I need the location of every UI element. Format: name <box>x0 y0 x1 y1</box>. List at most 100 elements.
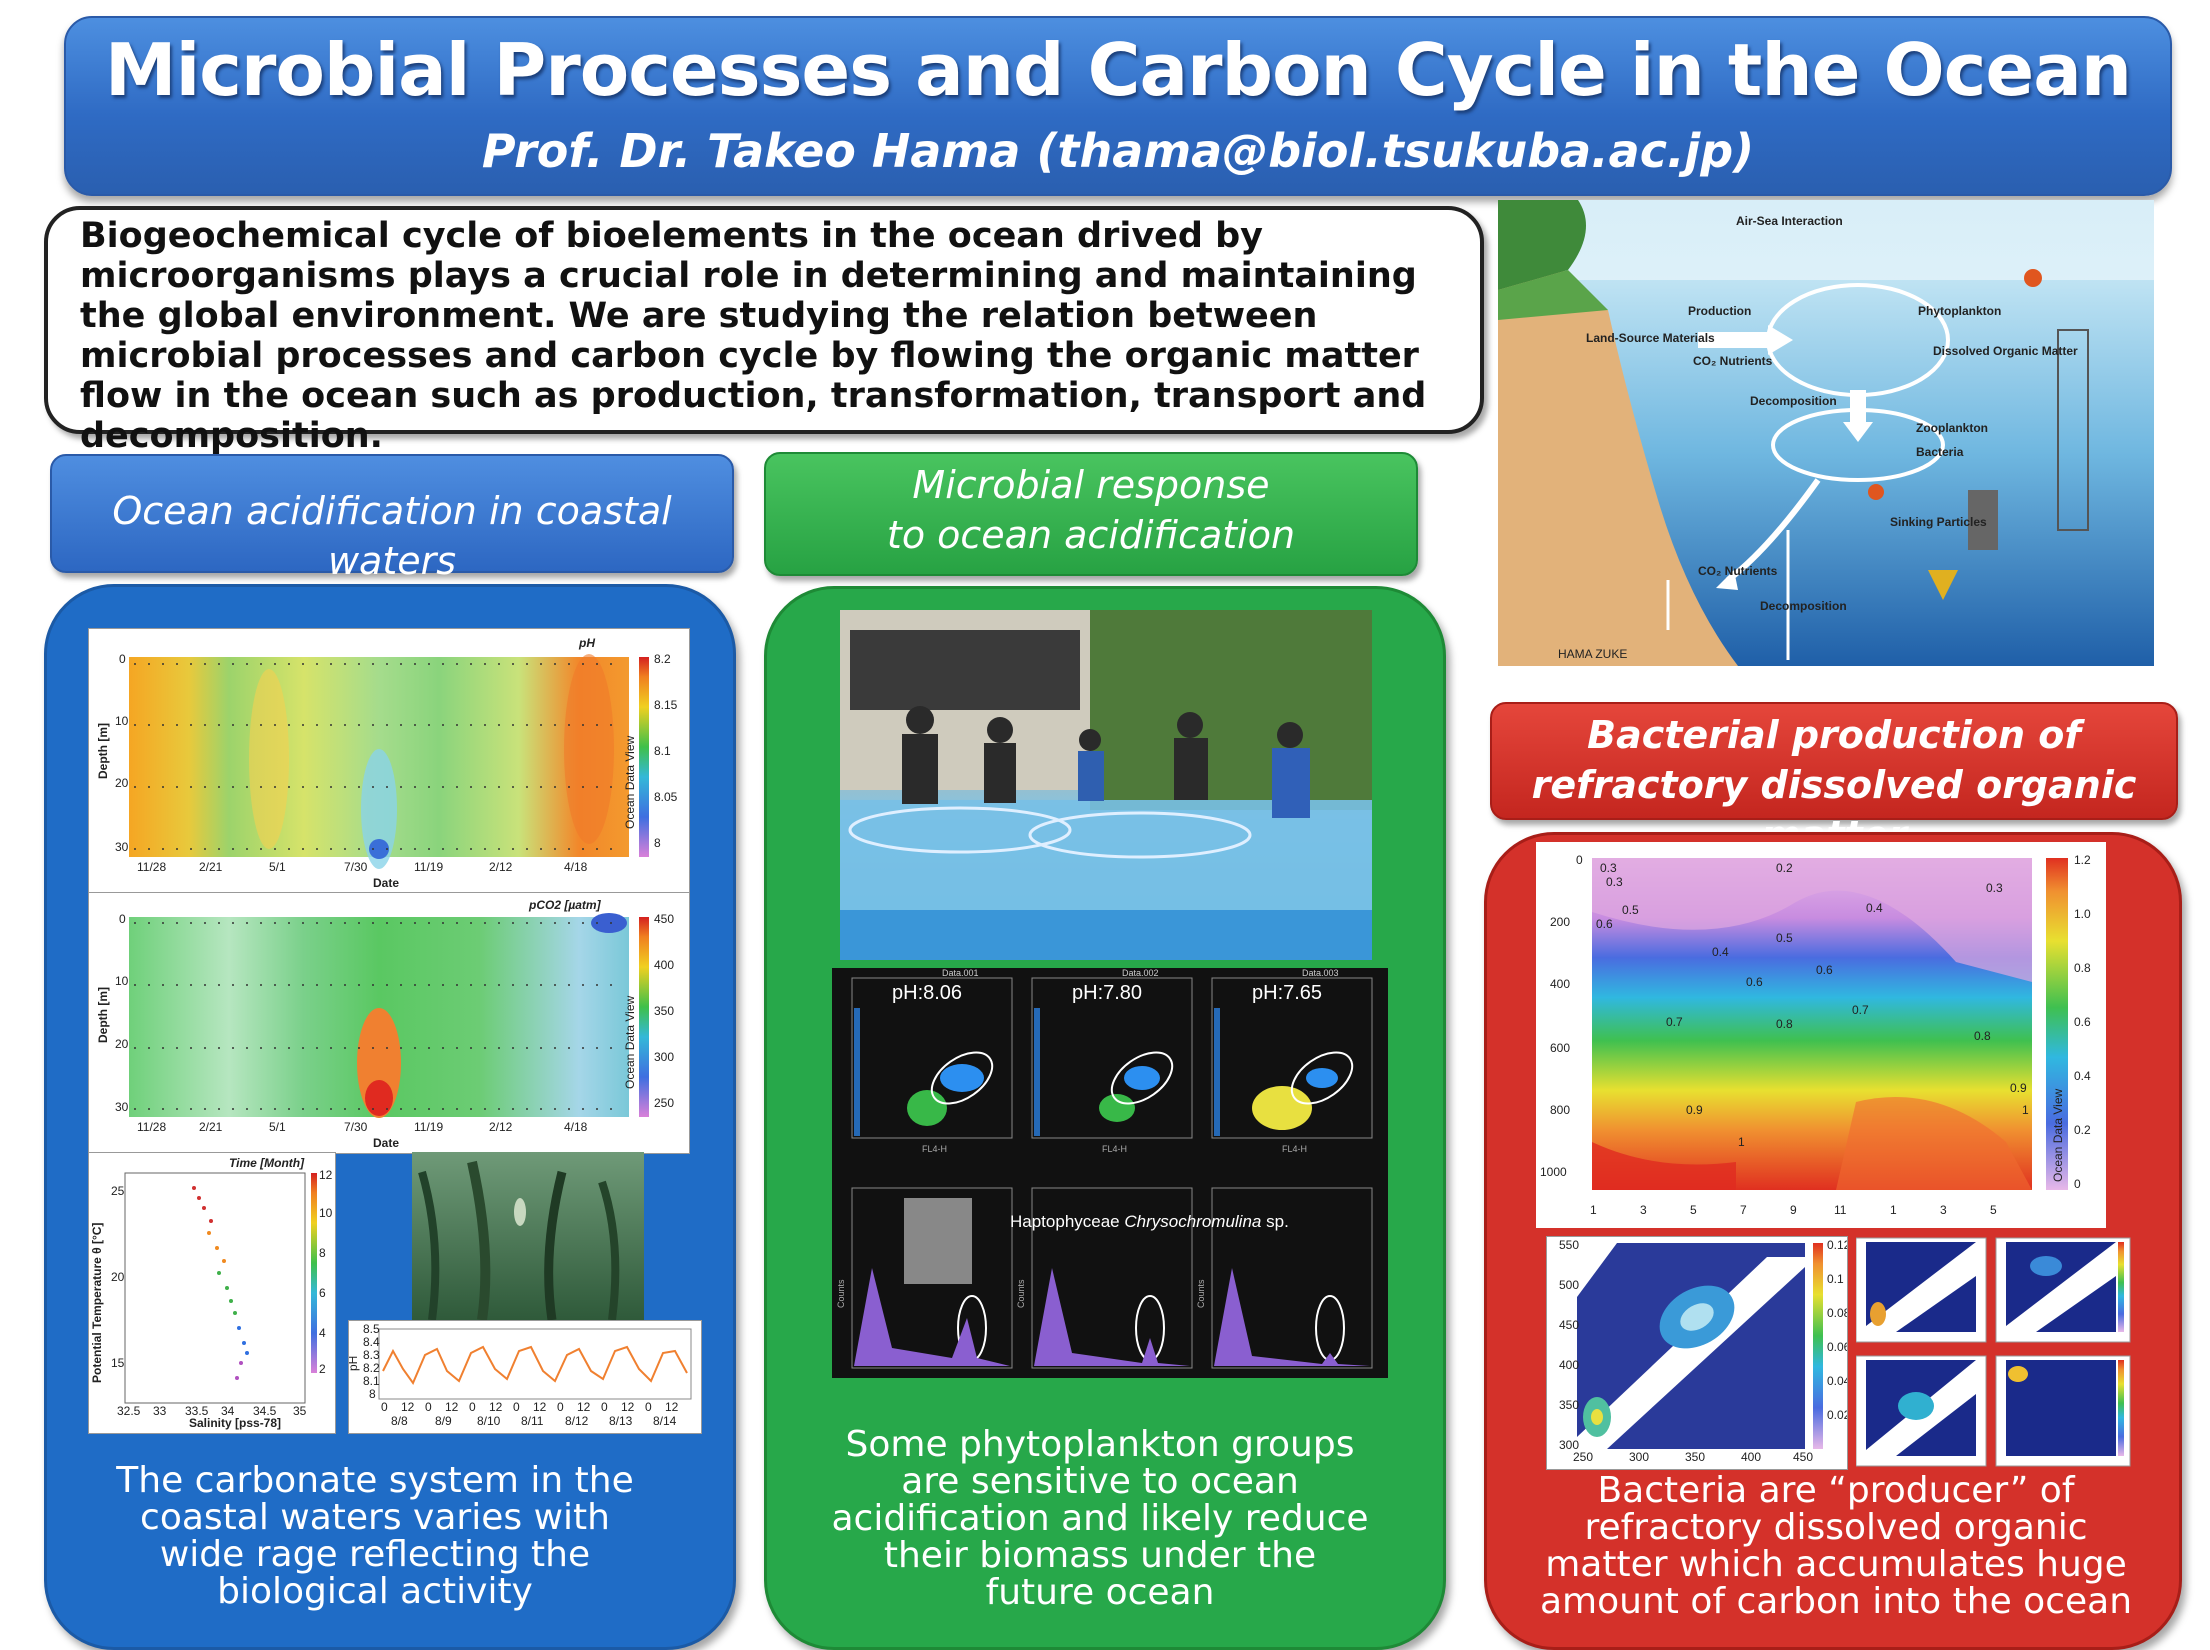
pts-hour: 0 <box>425 1400 432 1414</box>
pco2-depth-plot: pCO2 [µatm] Depth [m] 0 10 20 30 11/28 2… <box>88 892 690 1154</box>
ts-ylabel: Potential Temperature θ [°C] <box>90 1223 104 1383</box>
eem-cbar-tick: 0.08 <box>1827 1306 1847 1320</box>
pts-hour: 12 <box>621 1400 635 1414</box>
ph-plot-ylabel: Depth [m] <box>96 723 110 779</box>
pco2-cbar-tick: 250 <box>654 1096 674 1110</box>
ph-xtick: 2/21 <box>199 860 223 874</box>
contour-label: 0.9 <box>1686 1103 1703 1117</box>
ph-xtick: 4/18 <box>564 860 588 874</box>
pco2-xtick: 11/28 <box>137 1120 166 1134</box>
contour-label: 0.6 <box>1816 963 1833 977</box>
facs-yaxis: Counts <box>1196 1279 1206 1308</box>
pts-date: 8/11 <box>521 1414 544 1428</box>
pts-date: 8/12 <box>565 1414 589 1428</box>
eem-xtick: 450 <box>1793 1450 1813 1464</box>
ts-title: Time [Month] <box>229 1156 305 1170</box>
contour-label: 0.6 <box>1596 917 1613 931</box>
eem-ytick: 450 <box>1559 1318 1579 1332</box>
pts-ytick: 8.3 <box>363 1348 380 1362</box>
pco2-xtick: 4/18 <box>564 1120 588 1134</box>
ph-ytick: 30 <box>115 840 129 854</box>
ph-cbar-tick: 8.05 <box>654 790 678 804</box>
contour-label: 0.5 <box>1622 903 1639 917</box>
ts-xtick: 32.5 <box>117 1404 141 1418</box>
contour-label: 0.8 <box>1776 1017 1793 1031</box>
pts-hour: 12 <box>445 1400 459 1414</box>
microbial-caption: Some phytoplankton groups are sensitive … <box>831 1424 1369 1613</box>
rdom-xtick: 1 <box>1890 1203 1897 1217</box>
eem-contour-large: 550 500 450 400 350 300 250 300 350 400 … <box>1546 1236 1851 1470</box>
poster-title: Microbial Processes and Carbon Cycle in … <box>104 28 2132 112</box>
species-suffix: sp. <box>1266 1212 1289 1231</box>
eem-ytick: 550 <box>1559 1238 1579 1252</box>
pts-hour: 12 <box>489 1400 503 1414</box>
mesocosm-photo <box>840 610 1372 960</box>
pts-hour: 0 <box>601 1400 608 1414</box>
species-name: Chrysochromulina <box>1124 1212 1262 1231</box>
pco2-cbar-tick: 350 <box>654 1004 674 1018</box>
ts-cbar-tick: 8 <box>319 1246 326 1260</box>
facs-xaxis: FL4-H <box>1102 1144 1127 1154</box>
rdom-depth-contour: 0.3 0.3 0.2 0.4 0.3 0.6 0.5 0.5 0.4 0.6 … <box>1536 842 2106 1228</box>
ph-cbar-tick: 8.15 <box>654 698 678 712</box>
contour-label: 0.8 <box>1974 1029 1991 1043</box>
pts-date: 8/9 <box>435 1414 452 1428</box>
rdom-xtick: 11 <box>1834 1203 1847 1217</box>
rdom-cbar-tick: 0.8 <box>2074 961 2091 975</box>
label-dom: Dissolved Organic Matter <box>1933 344 2078 358</box>
header-microbial: Microbial response to ocean acidificatio… <box>764 452 1418 576</box>
pts-ytick: 8.5 <box>363 1322 380 1336</box>
pts-ytick: 8.2 <box>363 1361 380 1375</box>
rdom-xtick: 7 <box>1740 1203 1747 1217</box>
rdom-xtick: 9 <box>1790 1203 1797 1217</box>
pco2-xtick: 11/19 <box>414 1120 443 1134</box>
label-decomposition-top: Decomposition <box>1750 394 1837 408</box>
contour-label: 0.3 <box>1986 881 2003 895</box>
ts-xtick: 33.5 <box>185 1404 209 1418</box>
pts-ytick: 8.4 <box>363 1335 380 1349</box>
acidification-caption: The carbonate system in the coastal wate… <box>116 1460 634 1612</box>
ts-cbar-tick: 2 <box>319 1362 326 1376</box>
pco2-ytick: 20 <box>115 1037 129 1051</box>
rdom-ytick: 1000 <box>1540 1165 1567 1179</box>
ph-time-series: pH 8.5 8.4 8.3 8.2 8.1 8 0 12 0 12 0 12 … <box>346 1320 702 1434</box>
pco2-cbar-tick: 450 <box>654 912 674 926</box>
pts-hour: 0 <box>557 1400 564 1414</box>
pts-hour: 12 <box>577 1400 591 1414</box>
label-sinking-particles: Sinking Particles <box>1890 515 1987 529</box>
facs-file-1: Data.001 <box>942 968 979 978</box>
rdom-cbar-tick: 0 <box>2074 1177 2081 1191</box>
ts-cbar-tick: 6 <box>319 1286 326 1300</box>
ts-xtick: 35 <box>293 1404 307 1418</box>
rdom-xtick: 5 <box>1690 1203 1697 1217</box>
ts-cbar-tick: 12 <box>319 1168 333 1182</box>
species-prefix: Haptophyceae <box>1010 1212 1120 1231</box>
eem-ytick: 300 <box>1559 1438 1579 1452</box>
rdom-xtick: 3 <box>1640 1203 1647 1217</box>
rdom-ytick: 600 <box>1550 1041 1570 1055</box>
rdom-ytick: 800 <box>1550 1103 1570 1117</box>
pco2-plot-title: pCO2 [µatm] <box>528 898 602 912</box>
eem-cbar-tick: 0.12 <box>1827 1238 1847 1252</box>
ts-xtick: 34 <box>221 1404 235 1418</box>
facs-yaxis: Counts <box>836 1279 846 1308</box>
pts-hour: 12 <box>401 1400 415 1414</box>
eem-xtick: 400 <box>1741 1450 1761 1464</box>
rdom-cbar-tick: 1.0 <box>2074 907 2091 921</box>
contour-label: 0.3 <box>1600 861 1617 875</box>
facs-xaxis: FL4-H <box>922 1144 947 1154</box>
eem-xtick: 350 <box>1685 1450 1705 1464</box>
eem-xtick: 300 <box>1629 1450 1649 1464</box>
pco2-plot-xlabel: Date <box>373 1136 399 1150</box>
label-zooplankton: Zooplankton <box>1916 421 1988 435</box>
ts-diagram: Time [Month] Potential Temperature θ [°C… <box>88 1152 336 1434</box>
contour-label: 0.7 <box>1852 1003 1869 1017</box>
contour-label: 0.4 <box>1712 945 1729 959</box>
ph-xtick: 2/12 <box>489 860 513 874</box>
rdom-ytick: 200 <box>1550 915 1570 929</box>
ts-ytick: 15 <box>111 1356 125 1370</box>
ts-cbar-tick: 4 <box>319 1326 326 1340</box>
rdom-ytick: 0 <box>1576 853 1583 867</box>
ts-xlabel: Salinity [pss-78] <box>189 1416 281 1430</box>
ph-xtick: 7/30 <box>344 860 368 874</box>
